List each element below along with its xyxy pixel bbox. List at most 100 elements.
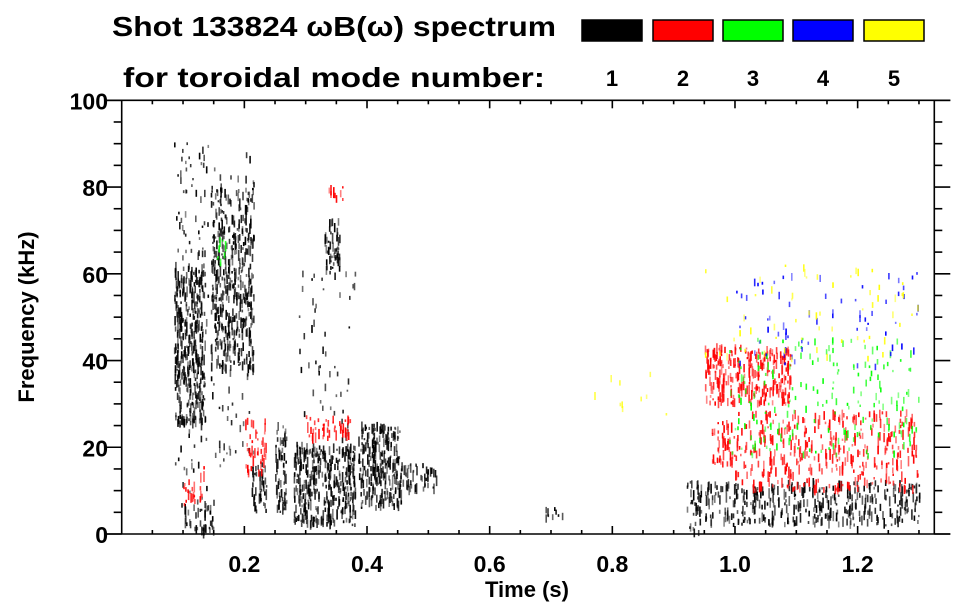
- spectrum-mark-mode-1: [180, 217, 183, 223]
- spectrum-mark-mode-1: [245, 175, 247, 184]
- spectrum-mark-mode-5: [850, 275, 852, 278]
- spectrum-mark-mode-1: [326, 496, 328, 504]
- spectrum-mark-mode-1: [772, 488, 775, 496]
- spectrum-mark-mode-2: [719, 369, 721, 378]
- spectrum-mark-mode-1: [294, 495, 296, 503]
- spectrum-mark-mode-3: [753, 414, 755, 421]
- spectrum-mark-mode-3: [847, 430, 849, 438]
- spectrum-mark-mode-1: [226, 274, 228, 284]
- spectrum-mark-mode-1: [193, 392, 195, 396]
- spectrum-mark-mode-1: [191, 365, 193, 372]
- spectrum-mark-mode-1: [238, 204, 240, 212]
- spectrum-mark-mode-1: [366, 432, 369, 443]
- spectrum-mark-mode-1: [415, 464, 417, 467]
- spectrum-mark-mode-1: [794, 493, 797, 497]
- spectrum-mark-mode-2: [748, 395, 750, 403]
- spectrum-mark-mode-3: [759, 437, 761, 444]
- spectrum-mark-mode-1: [194, 339, 197, 346]
- spectrum-mark-mode-2: [763, 460, 765, 472]
- spectrum-mark-mode-2: [258, 469, 260, 477]
- spectrum-mark-mode-1: [181, 417, 184, 426]
- spectrum-mark-mode-1: [195, 391, 197, 399]
- spectrum-mark-mode-2: [737, 358, 740, 369]
- spectrum-mark-mode-1: [242, 441, 244, 447]
- spectrum-mark-mode-1: [733, 484, 736, 495]
- spectrum-mark-mode-1: [908, 483, 911, 489]
- spectrum-mark-mode-1: [201, 351, 204, 356]
- spectrum-mark-mode-1: [300, 508, 302, 515]
- spectrum-mark-mode-1: [368, 426, 371, 430]
- spectrum-mark-mode-2: [750, 451, 753, 454]
- spectrum-mark-mode-1: [405, 472, 407, 478]
- spectrum-mark-mode-1: [331, 255, 333, 259]
- spectrum-mark-mode-2: [844, 457, 847, 466]
- spectrum-mark-mode-1: [177, 307, 180, 315]
- spectrum-mark-mode-2: [720, 398, 722, 406]
- spectrum-mark-mode-1: [213, 499, 215, 506]
- spectrum-mark-mode-1: [265, 489, 268, 501]
- spectrum-mark-mode-1: [235, 330, 238, 336]
- legend-swatch-mode-4: [792, 19, 854, 42]
- spectrum-mark-mode-1: [318, 445, 321, 450]
- spectrum-mark-mode-1: [214, 236, 217, 239]
- spectrum-mark-mode-1: [261, 476, 263, 485]
- spectrum-mark-mode-1: [344, 506, 346, 515]
- spectrum-mark-mode-1: [283, 491, 286, 499]
- spectrum-mark-mode-1: [433, 483, 435, 495]
- spectrum-mark-mode-2: [784, 402, 787, 406]
- spectrum-mark-mode-1: [328, 247, 330, 255]
- spectrum-mark-mode-3: [740, 366, 742, 370]
- spectrum-mark-mode-1: [336, 247, 338, 258]
- spectrum-mark-mode-1: [222, 231, 224, 235]
- spectrum-mark-mode-1: [223, 349, 226, 357]
- spectrum-mark-mode-1: [306, 456, 309, 468]
- spectrum-mark-mode-1: [916, 496, 918, 502]
- spectrum-mark-mode-1: [264, 477, 267, 485]
- spectrum-mark-mode-1: [205, 503, 207, 512]
- spectrum-mark-mode-1: [191, 266, 193, 273]
- spectrum-mark-mode-1: [189, 521, 192, 529]
- spectrum-mark-mode-3: [822, 404, 824, 407]
- spectrum-mark-mode-1: [252, 294, 255, 297]
- spectrum-mark-mode-2: [892, 480, 895, 486]
- spectrum-mark-mode-1: [179, 289, 181, 294]
- spectrum-mark-mode-1: [229, 365, 232, 371]
- spectrum-mark-mode-1: [820, 502, 823, 513]
- y-axis-label: Frequency (kHz): [14, 231, 39, 402]
- spectrum-mark-mode-2: [792, 487, 794, 492]
- spectrum-mark-mode-1: [354, 492, 357, 500]
- spectrum-mark-mode-2: [808, 467, 810, 471]
- spectrum-mark-mode-1: [232, 215, 235, 223]
- spectrum-mark-mode-4: [785, 332, 787, 340]
- spectrum-mark-mode-1: [185, 189, 188, 194]
- spectrum-mark-mode-1: [384, 483, 387, 490]
- spectrum-mark-mode-1: [393, 474, 395, 477]
- spectrum-mark-mode-1: [237, 189, 240, 193]
- spectrum-mark-mode-1: [876, 514, 878, 519]
- spectrum-mark-mode-1: [376, 463, 378, 468]
- spectrum-mark-mode-3: [764, 426, 767, 432]
- spectrum-mark-mode-1: [890, 523, 893, 527]
- spectrum-mark-mode-1: [236, 343, 239, 348]
- spectrum-mark-mode-1: [185, 167, 188, 172]
- spectrum-mark-mode-1: [899, 507, 902, 516]
- spectrum-mark-mode-1: [202, 329, 204, 333]
- spectrum-mark-mode-1: [252, 450, 255, 455]
- spectrum-mark-mode-2: [745, 347, 748, 350]
- spectrum-mark-mode-1: [191, 459, 193, 462]
- spectrum-mark-mode-2: [899, 424, 902, 429]
- spectrum-mark-mode-1: [311, 460, 314, 469]
- spectrum-mark-mode-1: [869, 496, 872, 503]
- spectrum-mark-mode-1: [212, 201, 215, 206]
- spectrum-mark-mode-1: [818, 489, 821, 493]
- spectrum-mark-mode-1: [780, 511, 783, 518]
- spectrum-mark-mode-1: [383, 472, 386, 478]
- spectrum-mark-mode-1: [240, 280, 242, 291]
- spectrum-mark-mode-1: [407, 464, 410, 470]
- spectrum-mark-mode-3: [883, 364, 885, 370]
- spectrum-mark-mode-2: [751, 411, 754, 419]
- spectrum-mark-mode-1: [906, 499, 908, 507]
- spectrum-mark-mode-1: [346, 389, 349, 392]
- spectrum-mark-mode-2: [326, 427, 329, 433]
- spectrum-mark-mode-2: [768, 471, 771, 478]
